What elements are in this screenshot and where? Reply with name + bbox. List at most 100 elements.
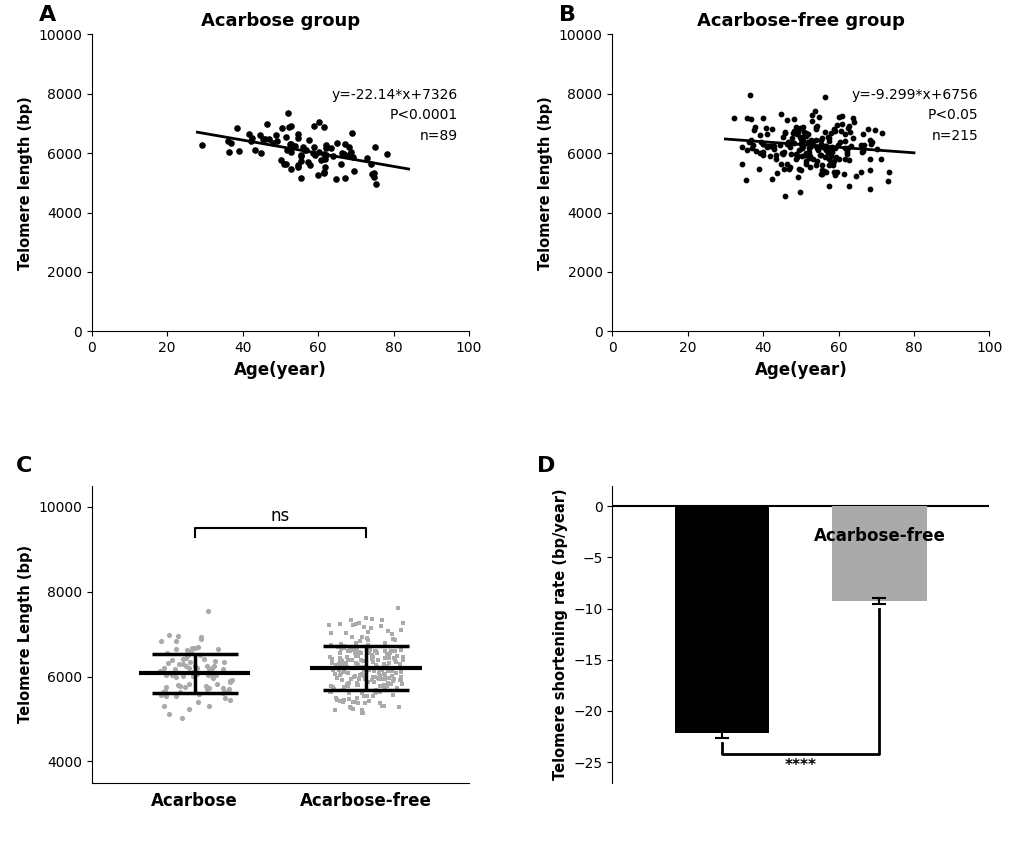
Point [791, 185, 807, 199]
Point [807, 133, 823, 147]
Point [256, 132, 272, 146]
Point [171, 657, 187, 671]
Point [367, 140, 383, 154]
Point [328, 691, 344, 705]
Point [376, 657, 392, 671]
Point [763, 122, 780, 136]
Y-axis label: Telomere shortening rate (bp/year): Telomere shortening rate (bp/year) [552, 488, 568, 780]
Point [822, 126, 839, 140]
Point [734, 157, 750, 171]
Point [265, 136, 281, 150]
Point [780, 136, 796, 150]
Point [745, 123, 761, 137]
Point [156, 661, 172, 675]
Point [350, 696, 366, 709]
Point [177, 659, 194, 673]
Point [316, 147, 332, 161]
Point [351, 660, 367, 674]
Point [359, 631, 375, 645]
Point [775, 125, 792, 138]
Point [367, 644, 383, 658]
Point [171, 679, 187, 693]
Point [854, 127, 870, 141]
Point [290, 126, 307, 140]
Point [165, 667, 181, 681]
Point [384, 669, 400, 683]
Point [312, 153, 328, 167]
Point [180, 677, 197, 691]
Point [819, 134, 836, 148]
Point [329, 640, 345, 654]
Point [337, 660, 354, 673]
Point [156, 698, 172, 712]
Point [380, 647, 396, 660]
Point [376, 672, 392, 685]
Point [289, 161, 306, 175]
Point [358, 611, 374, 625]
Point [292, 149, 309, 163]
Point [801, 160, 817, 174]
Point [726, 111, 742, 125]
Point [342, 700, 359, 714]
Point [392, 673, 409, 686]
Point [791, 131, 807, 144]
Text: D: D [536, 456, 554, 476]
Point [338, 650, 355, 664]
Point [790, 122, 806, 136]
Point [780, 138, 796, 151]
Point [791, 121, 807, 135]
Point [258, 118, 274, 132]
Point [339, 654, 356, 667]
Title: Acarbose group: Acarbose group [201, 12, 360, 30]
Point [361, 663, 377, 677]
Point [754, 148, 770, 162]
Point [215, 655, 231, 669]
Point [775, 189, 792, 203]
Point [789, 125, 805, 138]
Point [853, 145, 869, 159]
Point [782, 160, 798, 174]
Point [811, 148, 827, 162]
Text: ****: **** [784, 758, 816, 773]
Point [860, 152, 876, 166]
Point [807, 122, 823, 136]
Point [391, 657, 408, 671]
Point [363, 157, 379, 170]
Point [800, 141, 816, 155]
Point [368, 646, 384, 660]
Point [306, 140, 322, 154]
Point [361, 694, 377, 708]
Point [810, 110, 826, 124]
Point [158, 689, 174, 703]
Point [817, 164, 834, 178]
Point [367, 684, 383, 697]
Point [221, 682, 237, 696]
Point [335, 693, 352, 707]
Point [344, 642, 361, 656]
Point [386, 654, 403, 667]
Point [771, 138, 788, 152]
Point [868, 142, 884, 156]
Point [282, 138, 299, 151]
Point [339, 679, 356, 692]
Point [196, 653, 212, 666]
Point [385, 632, 401, 646]
Text: Acarbose-free: Acarbose-free [813, 527, 945, 545]
Point [332, 157, 348, 171]
Point [202, 667, 218, 681]
Point [205, 671, 221, 685]
Point [790, 163, 806, 176]
Point [152, 664, 168, 678]
Point [330, 663, 346, 677]
Point [289, 132, 306, 145]
Point [360, 675, 376, 689]
Point [316, 165, 332, 179]
Point [355, 654, 371, 667]
Point [767, 152, 784, 166]
Point [366, 644, 382, 658]
Point [386, 644, 403, 658]
Point [214, 662, 230, 676]
Point [828, 165, 845, 179]
Point [830, 135, 847, 149]
Point [221, 675, 237, 689]
